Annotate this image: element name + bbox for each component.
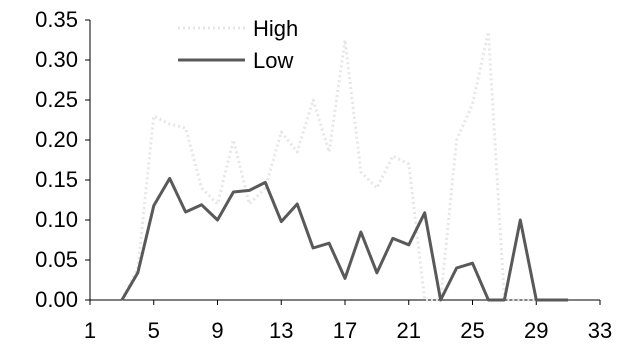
x-tick-label: 13 — [269, 318, 293, 343]
y-tick-label: 0.05 — [35, 247, 78, 272]
series-line-high — [120, 30, 569, 302]
series-lines — [120, 30, 569, 302]
legend-label-high: High — [253, 16, 298, 41]
y-tick-label: 0.25 — [35, 87, 78, 112]
y-tick-label: 0.00 — [35, 287, 78, 312]
x-tick-label: 17 — [333, 318, 357, 343]
x-tick-label: 1 — [84, 318, 96, 343]
x-tick-label: 29 — [524, 318, 548, 343]
legend-label-low: Low — [253, 48, 293, 73]
x-axis: 1 5 9 13 17 21 25 29 33 — [84, 299, 612, 343]
y-axis: 0.00 0.05 0.10 0.15 0.20 0.25 0.30 0.35 — [35, 7, 91, 312]
x-tick-label: 21 — [397, 318, 421, 343]
x-tick-label: 33 — [588, 318, 612, 343]
x-tick-label: 25 — [460, 318, 484, 343]
legend: High Low — [178, 16, 298, 73]
y-tick-label: 0.10 — [35, 207, 78, 232]
y-tick-label: 0.35 — [35, 7, 78, 32]
y-tick-label: 0.15 — [35, 167, 78, 192]
x-tick-label: 5 — [148, 318, 160, 343]
y-tick-label: 0.20 — [35, 127, 78, 152]
x-tick-label: 9 — [211, 318, 223, 343]
series-line-low — [120, 176, 569, 302]
y-tick-label: 0.30 — [35, 47, 78, 72]
